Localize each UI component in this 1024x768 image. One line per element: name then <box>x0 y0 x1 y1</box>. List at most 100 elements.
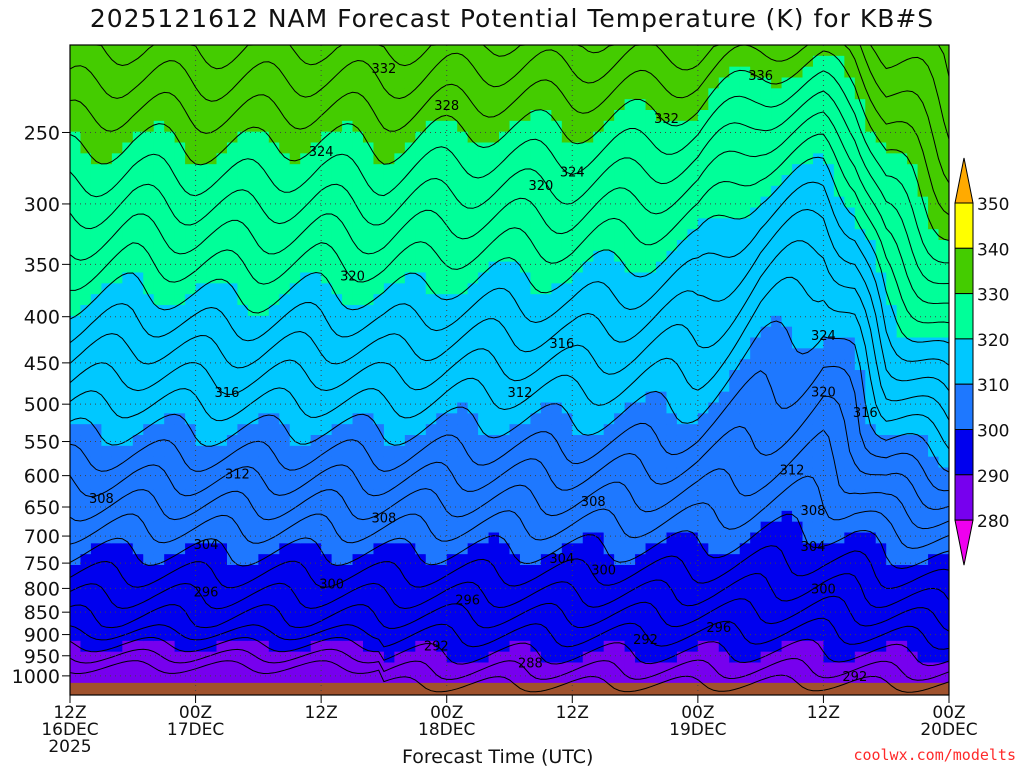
theta-cell <box>404 521 416 534</box>
theta-cell <box>352 55 364 68</box>
theta-cell <box>917 554 929 566</box>
theta-cell <box>697 370 709 382</box>
theta-cell <box>122 586 134 599</box>
theta-cell <box>886 543 898 555</box>
theta-cell <box>624 565 636 577</box>
theta-cell <box>122 456 134 469</box>
theta-cell <box>216 99 228 111</box>
theta-cell <box>865 413 877 425</box>
theta-cell <box>289 218 301 230</box>
theta-cell <box>101 326 113 339</box>
theta-cell <box>582 99 594 111</box>
theta-cell <box>739 283 751 295</box>
theta-cell <box>310 370 322 382</box>
theta-cell <box>582 608 594 620</box>
theta-cell <box>206 283 218 295</box>
theta-cell <box>739 380 751 393</box>
theta-cell <box>928 88 940 100</box>
theta-cell <box>331 478 343 490</box>
theta-cell <box>342 348 354 360</box>
theta-cell <box>896 175 908 187</box>
theta-cell <box>771 218 783 230</box>
theta-cell <box>561 586 573 599</box>
theta-cell <box>415 99 427 111</box>
theta-cell <box>718 196 730 209</box>
theta-cell <box>310 77 322 89</box>
theta-cell <box>760 153 772 165</box>
theta-cell <box>363 348 375 360</box>
theta-cell <box>697 510 709 523</box>
theta-cell <box>781 554 793 566</box>
theta-cell <box>907 142 919 154</box>
theta-cell <box>499 196 511 209</box>
theta-cell <box>457 326 469 339</box>
theta-cell <box>603 640 615 653</box>
theta-cell <box>729 510 741 523</box>
theta-cell <box>530 380 542 393</box>
theta-cell <box>425 532 437 544</box>
theta-cell <box>436 142 448 154</box>
theta-cell <box>530 608 542 620</box>
theta-cell <box>886 45 898 57</box>
theta-cell <box>687 218 699 230</box>
theta-cell <box>467 207 479 219</box>
theta-cell <box>561 651 573 664</box>
theta-cell <box>279 521 291 534</box>
theta-cell <box>917 532 929 544</box>
theta-cell <box>917 673 929 685</box>
theta-cell <box>844 500 856 512</box>
theta-cell <box>383 489 395 501</box>
theta-cell <box>436 250 448 263</box>
theta-cell <box>938 196 949 209</box>
theta-cell <box>666 305 678 317</box>
theta-cell <box>195 120 207 133</box>
theta-cell <box>467 630 479 642</box>
theta-cell <box>750 456 762 469</box>
theta-cell <box>645 630 657 642</box>
theta-cell <box>854 500 866 512</box>
theta-cell <box>268 45 280 57</box>
theta-cell <box>425 456 437 469</box>
theta-cell <box>300 153 312 165</box>
theta-cell <box>446 272 458 284</box>
theta-cell <box>781 673 793 685</box>
theta-cell <box>823 218 835 230</box>
theta-cell <box>854 120 866 133</box>
theta-cell <box>593 196 605 209</box>
theta-cell <box>593 435 605 447</box>
theta-cell <box>917 597 929 609</box>
theta-cell <box>593 218 605 230</box>
theta-cell <box>614 55 626 68</box>
theta-cell <box>896 305 908 317</box>
theta-cell <box>635 359 647 371</box>
theta-cell <box>467 608 479 620</box>
theta-cell <box>886 196 898 209</box>
theta-cell <box>425 164 437 176</box>
theta-cell <box>174 240 186 252</box>
theta-cell <box>446 45 458 57</box>
theta-cell <box>132 630 144 642</box>
theta-cell <box>896 435 908 447</box>
theta-cell <box>226 640 239 653</box>
theta-cell <box>111 305 123 317</box>
theta-cell <box>509 315 521 328</box>
theta-cell <box>90 380 102 393</box>
theta-cell <box>833 110 845 122</box>
theta-cell <box>321 120 333 133</box>
theta-cell <box>310 640 322 653</box>
theta-cell <box>676 424 688 436</box>
theta-cell <box>781 456 793 469</box>
theta-cell <box>342 510 354 523</box>
theta-cell <box>907 575 919 588</box>
theta-cell <box>80 370 92 382</box>
theta-cell <box>760 164 772 176</box>
theta-cell <box>80 305 92 317</box>
theta-cell <box>729 240 741 252</box>
theta-cell <box>530 413 542 425</box>
theta-cell <box>247 131 259 144</box>
theta-cell <box>603 261 615 274</box>
theta-cell <box>771 348 783 360</box>
theta-cell <box>865 608 877 620</box>
theta-cell <box>812 99 825 111</box>
theta-cell <box>279 640 291 653</box>
